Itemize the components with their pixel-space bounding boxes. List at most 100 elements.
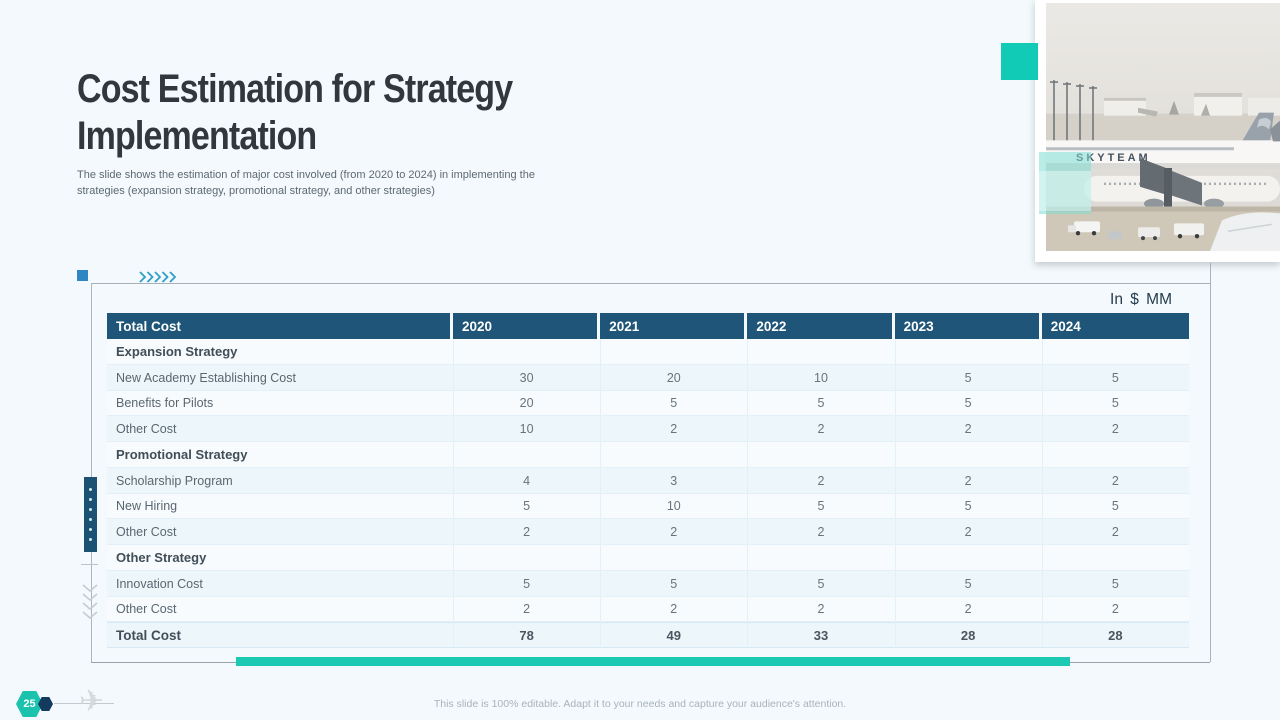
cost-table: Total Cost 2020 2021 2022 2023 2024 Expansion… — [107, 313, 1189, 648]
cell-value: 5 — [747, 391, 894, 417]
airport-photo: SKYTEAM — [1046, 3, 1280, 251]
cell-value: 5 — [1042, 365, 1189, 391]
cell-value: 2 — [600, 597, 747, 623]
footer-note: This slide is 100% editable. Adapt it to… — [433, 698, 847, 710]
chevron-down-icon — [82, 584, 98, 620]
cell-value — [453, 442, 600, 468]
table-row: New Hiring 5 10 5 5 5 — [107, 493, 1189, 520]
cell-value: 2 — [600, 416, 747, 442]
cell-value: 2 — [895, 597, 1042, 623]
cell-value: 10 — [747, 365, 894, 391]
page-subtitle: The slide shows the estimation of major … — [77, 169, 535, 197]
unit-label: In $ MM — [1110, 291, 1172, 308]
cell-value: 28 — [895, 622, 1042, 648]
cell-value: 2 — [747, 519, 894, 545]
page-title-line2: Implementation — [77, 114, 317, 159]
cell-value: 2 — [1042, 597, 1189, 623]
table-header-row: Total Cost 2020 2021 2022 2023 2024 — [107, 313, 1189, 339]
row-label: Benefits for Pilots — [116, 396, 214, 411]
cell-value: 2 — [895, 468, 1042, 494]
teal-accent-square — [1001, 43, 1038, 80]
cell-value: 49 — [600, 622, 747, 648]
table-header-label: Total Cost — [107, 313, 453, 339]
table-body: Expansion Strategy New Academy Establishi… — [107, 339, 1189, 648]
cell-value: 2 — [895, 416, 1042, 442]
row-label: Other Cost — [116, 525, 177, 540]
cell-value — [747, 545, 894, 571]
footer-line — [54, 703, 114, 704]
row-label: Expansion Strategy — [116, 344, 238, 360]
table-row: Expansion Strategy — [107, 339, 1189, 365]
cell-value: 5 — [895, 571, 1042, 597]
cell-value — [600, 442, 747, 468]
table-row: Other Cost 2 2 2 2 2 — [107, 519, 1189, 545]
cell-value: 2 — [747, 416, 894, 442]
cell-value: 2 — [453, 519, 600, 545]
table-row: Scholarship Program 4 3 2 2 2 — [107, 467, 1189, 494]
teal-overlay-rect — [1039, 152, 1091, 214]
row-label: Scholarship Program — [116, 473, 233, 488]
cell-value: 20 — [453, 391, 600, 417]
cell-value — [1042, 339, 1189, 365]
cell-value: 30 — [453, 365, 600, 391]
hexagon-bullet-icon — [38, 697, 53, 711]
cell-value: 5 — [747, 494, 894, 520]
cell-value — [747, 442, 894, 468]
blue-accent-square — [77, 270, 88, 281]
table-header-year: 2022 — [747, 313, 895, 339]
table-header-year: 2023 — [894, 313, 1042, 339]
cell-value — [453, 545, 600, 571]
cell-value: 33 — [747, 622, 894, 648]
row-label: Other Cost — [116, 422, 177, 437]
cell-value: 28 — [1042, 622, 1189, 648]
white-overlay-rect — [1039, 171, 1091, 211]
cell-value: 2 — [453, 597, 600, 623]
dotted-bar-decoration — [84, 477, 97, 552]
cell-value — [600, 545, 747, 571]
cell-value: 2 — [1042, 468, 1189, 494]
cell-value: 5 — [453, 494, 600, 520]
table-row: Other Cost 10 2 2 2 2 — [107, 416, 1189, 442]
cell-value: 20 — [600, 365, 747, 391]
cell-value: 5 — [453, 571, 600, 597]
airport-photo-frame: SKYTEAM — [1035, 0, 1280, 262]
cell-value: 5 — [895, 365, 1042, 391]
page-title: Cost Estimation for Strategy Implementat… — [77, 66, 587, 160]
cell-value: 3 — [600, 468, 747, 494]
row-label: New Hiring — [116, 499, 178, 514]
cell-value: 78 — [453, 622, 600, 648]
table-header-year: 2024 — [1041, 313, 1189, 339]
cell-value: 10 — [453, 416, 600, 442]
cell-value: 2 — [895, 519, 1042, 545]
svg-text:SKYTEAM: SKYTEAM — [1076, 152, 1151, 164]
cell-value — [895, 339, 1042, 365]
row-label: Promotional Strategy — [116, 447, 248, 463]
cell-value: 5 — [600, 571, 747, 597]
table-row: Other Cost 2 2 2 2 2 — [107, 596, 1189, 623]
row-label: New Academy Establishing Cost — [116, 370, 296, 385]
table-header-year: 2021 — [600, 313, 748, 339]
cell-value — [453, 339, 600, 365]
cell-value: 5 — [1042, 494, 1189, 520]
cell-value — [600, 339, 747, 365]
table-row: Innovation Cost 5 5 5 5 5 — [107, 570, 1189, 597]
cell-value — [1042, 545, 1189, 571]
cell-value: 10 — [600, 494, 747, 520]
cell-value — [747, 339, 894, 365]
page-number: 25 — [23, 698, 36, 710]
table-row: Benefits for Pilots 20 5 5 5 5 — [107, 390, 1189, 417]
left-rule — [91, 283, 92, 662]
page-title-line1: Cost Estimation for Strategy — [77, 67, 513, 111]
chevron-right-decoration — [139, 271, 177, 283]
cell-value: 4 — [453, 468, 600, 494]
cell-value — [895, 545, 1042, 571]
cell-value — [1042, 442, 1189, 468]
cell-value — [895, 442, 1042, 468]
cell-value: 2 — [747, 468, 894, 494]
table-row: New Academy Establishing Cost 30 20 10 5 5 — [107, 364, 1189, 391]
cell-value: 5 — [895, 391, 1042, 417]
table-header-year: 2020 — [453, 313, 601, 339]
cell-value: 2 — [600, 519, 747, 545]
cell-value: 2 — [1042, 416, 1189, 442]
